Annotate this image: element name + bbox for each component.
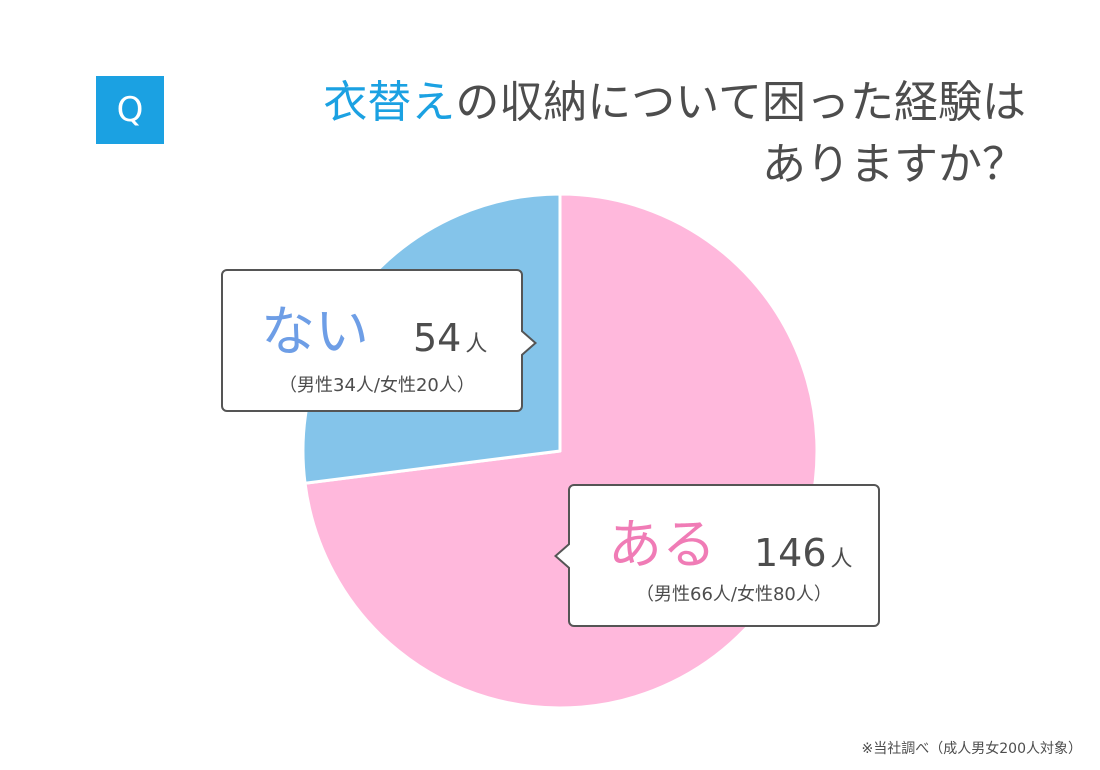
question-badge: Q	[96, 76, 164, 144]
slice-count-nai: 54 人	[413, 319, 487, 357]
slice-value-aru: 146	[754, 531, 827, 575]
slice-value-nai: 54	[413, 316, 462, 360]
callout-aru: ある 146 人 （男性66人/女性80人）	[554, 484, 880, 627]
title-rest: の収納について困った経験は	[455, 77, 1026, 128]
slice-label-aru: ある	[608, 513, 716, 576]
slice-detail-nai: （男性34人/女性20人）	[279, 375, 475, 396]
slice-label-nai: ない	[261, 300, 369, 363]
callout-nai: ない 54 人 （男性34人/女性20人）	[221, 269, 537, 412]
footnote: ※当社調べ（成人男女200人対象）	[861, 741, 1082, 757]
slice-count-aru: 146 人	[754, 534, 853, 572]
title-line2: ありますか？	[762, 139, 1026, 190]
slice-detail-aru: （男性66人/女性80人）	[636, 584, 832, 605]
slice-unit-aru: 人	[830, 547, 853, 572]
title-highlight: 衣替え	[323, 77, 456, 128]
question-title: 衣替えの収納について困った経験はありますか？	[176, 72, 1026, 196]
slice-unit-nai: 人	[465, 332, 488, 357]
